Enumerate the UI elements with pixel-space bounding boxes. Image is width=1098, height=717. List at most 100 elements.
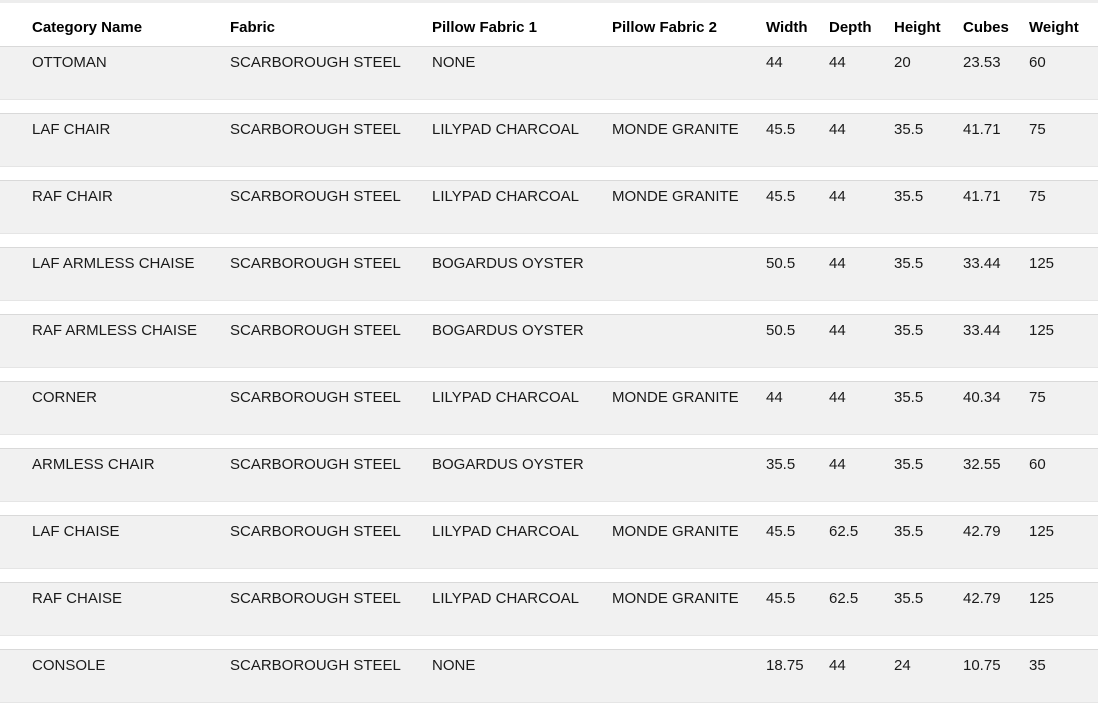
column-header-width[interactable]: Width [766, 19, 808, 36]
cell-height: 35.5 [894, 590, 924, 607]
table-header-row: Category Name Fabric Pillow Fabric 1 Pil… [0, 3, 1098, 46]
cell-depth: 62.5 [829, 590, 859, 607]
cell-category: LAF CHAISE [32, 523, 120, 540]
cell-cubes: 33.44 [963, 322, 1001, 339]
table-row[interactable]: CORNER SCARBOROUGH STEEL LILYPAD CHARCOA… [0, 381, 1098, 435]
cell-pillow-fabric-2: MONDE GRANITE [612, 590, 739, 607]
table-row[interactable]: RAF ARMLESS CHAISE SCARBOROUGH STEEL BOG… [0, 314, 1098, 368]
cell-depth: 44 [829, 54, 846, 71]
cell-fabric: SCARBOROUGH STEEL [230, 456, 401, 473]
cell-height: 35.5 [894, 523, 924, 540]
cell-category: CONSOLE [32, 657, 106, 674]
cell-fabric: SCARBOROUGH STEEL [230, 590, 401, 607]
column-header-pillow-fabric-1[interactable]: Pillow Fabric 1 [432, 19, 538, 36]
cell-category: OTTOMAN [32, 54, 107, 71]
cell-width: 35.5 [766, 456, 796, 473]
table-row[interactable]: OTTOMAN SCARBOROUGH STEEL NONE 44 44 20 … [0, 46, 1098, 100]
cell-pillow-fabric-2: MONDE GRANITE [612, 523, 739, 540]
column-header-category-name[interactable]: Category Name [32, 19, 143, 36]
cell-fabric: SCARBOROUGH STEEL [230, 657, 401, 674]
cell-width: 44 [766, 54, 783, 71]
cell-pillow-fabric-1: BOGARDUS OYSTER [432, 255, 584, 272]
table-row[interactable]: LAF CHAIR SCARBOROUGH STEEL LILYPAD CHAR… [0, 113, 1098, 167]
cell-pillow-fabric-1: LILYPAD CHARCOAL [432, 121, 579, 138]
cell-width: 50.5 [766, 322, 796, 339]
cell-width: 45.5 [766, 188, 796, 205]
cell-fabric: SCARBOROUGH STEEL [230, 523, 401, 540]
table-row[interactable]: LAF CHAISE SCARBOROUGH STEEL LILYPAD CHA… [0, 515, 1098, 569]
cell-cubes: 42.79 [963, 590, 1001, 607]
cell-height: 35.5 [894, 322, 924, 339]
cell-pillow-fabric-1: LILYPAD CHARCOAL [432, 590, 579, 607]
cell-width: 18.75 [766, 657, 804, 674]
cell-weight: 125 [1029, 255, 1055, 272]
column-header-fabric[interactable]: Fabric [230, 19, 276, 36]
cell-category: LAF CHAIR [32, 121, 111, 138]
cell-weight: 60 [1029, 456, 1046, 473]
table-row[interactable]: RAF CHAIR SCARBOROUGH STEEL LILYPAD CHAR… [0, 180, 1098, 234]
cell-category: RAF CHAIR [32, 188, 113, 205]
cell-depth: 44 [829, 255, 846, 272]
column-header-depth[interactable]: Depth [829, 19, 872, 36]
cell-weight: 125 [1029, 590, 1055, 607]
cell-cubes: 32.55 [963, 456, 1001, 473]
cell-width: 45.5 [766, 590, 796, 607]
table-row[interactable]: ARMLESS CHAIR SCARBOROUGH STEEL BOGARDUS… [0, 448, 1098, 502]
cell-pillow-fabric-1: BOGARDUS OYSTER [432, 456, 584, 473]
column-header-height[interactable]: Height [894, 19, 941, 36]
cell-cubes: 41.71 [963, 188, 1001, 205]
cell-height: 35.5 [894, 188, 924, 205]
cell-width: 45.5 [766, 121, 796, 138]
cell-category: LAF ARMLESS CHAISE [32, 255, 195, 272]
cell-height: 35.5 [894, 389, 924, 406]
column-header-cubes[interactable]: Cubes [963, 19, 1009, 36]
column-header-pillow-fabric-2[interactable]: Pillow Fabric 2 [612, 19, 718, 36]
cell-depth: 44 [829, 389, 846, 406]
cell-depth: 44 [829, 188, 846, 205]
cell-fabric: SCARBOROUGH STEEL [230, 255, 401, 272]
cell-pillow-fabric-1: LILYPAD CHARCOAL [432, 188, 579, 205]
cell-pillow-fabric-1: LILYPAD CHARCOAL [432, 523, 579, 540]
cell-cubes: 10.75 [963, 657, 1001, 674]
cell-depth: 44 [829, 322, 846, 339]
cell-fabric: SCARBOROUGH STEEL [230, 188, 401, 205]
cell-pillow-fabric-2: MONDE GRANITE [612, 188, 739, 205]
cell-height: 24 [894, 657, 911, 674]
cell-weight: 125 [1029, 523, 1055, 540]
cell-height: 35.5 [894, 121, 924, 138]
table-row[interactable]: CONSOLE SCARBOROUGH STEEL NONE 18.75 44 … [0, 649, 1098, 703]
cell-weight: 125 [1029, 322, 1055, 339]
cell-fabric: SCARBOROUGH STEEL [230, 322, 401, 339]
cell-height: 35.5 [894, 456, 924, 473]
cell-cubes: 23.53 [963, 54, 1001, 71]
cell-fabric: SCARBOROUGH STEEL [230, 389, 401, 406]
cell-category: ARMLESS CHAIR [32, 456, 155, 473]
cell-pillow-fabric-1: NONE [432, 657, 476, 674]
table-row[interactable]: LAF ARMLESS CHAISE SCARBOROUGH STEEL BOG… [0, 247, 1098, 301]
cell-width: 44 [766, 389, 783, 406]
cell-weight: 75 [1029, 389, 1046, 406]
cell-width: 50.5 [766, 255, 796, 272]
cell-cubes: 42.79 [963, 523, 1001, 540]
cell-depth: 44 [829, 121, 846, 138]
cell-cubes: 41.71 [963, 121, 1001, 138]
cell-pillow-fabric-1: BOGARDUS OYSTER [432, 322, 584, 339]
cell-depth: 44 [829, 456, 846, 473]
cell-height: 35.5 [894, 255, 924, 272]
cell-fabric: SCARBOROUGH STEEL [230, 54, 401, 71]
cell-pillow-fabric-2: MONDE GRANITE [612, 121, 739, 138]
cell-category: RAF CHAISE [32, 590, 123, 607]
column-header-weight[interactable]: Weight [1029, 19, 1079, 36]
previous-row-edge [0, 0, 1098, 3]
cell-cubes: 33.44 [963, 255, 1001, 272]
cell-fabric: SCARBOROUGH STEEL [230, 121, 401, 138]
cell-weight: 60 [1029, 54, 1046, 71]
cell-pillow-fabric-1: LILYPAD CHARCOAL [432, 389, 579, 406]
cell-pillow-fabric-2: MONDE GRANITE [612, 389, 739, 406]
cell-cubes: 40.34 [963, 389, 1001, 406]
cell-category: RAF ARMLESS CHAISE [32, 322, 198, 339]
cell-weight: 75 [1029, 188, 1046, 205]
cell-depth: 44 [829, 657, 846, 674]
table-row[interactable]: RAF CHAISE SCARBOROUGH STEEL LILYPAD CHA… [0, 582, 1098, 636]
